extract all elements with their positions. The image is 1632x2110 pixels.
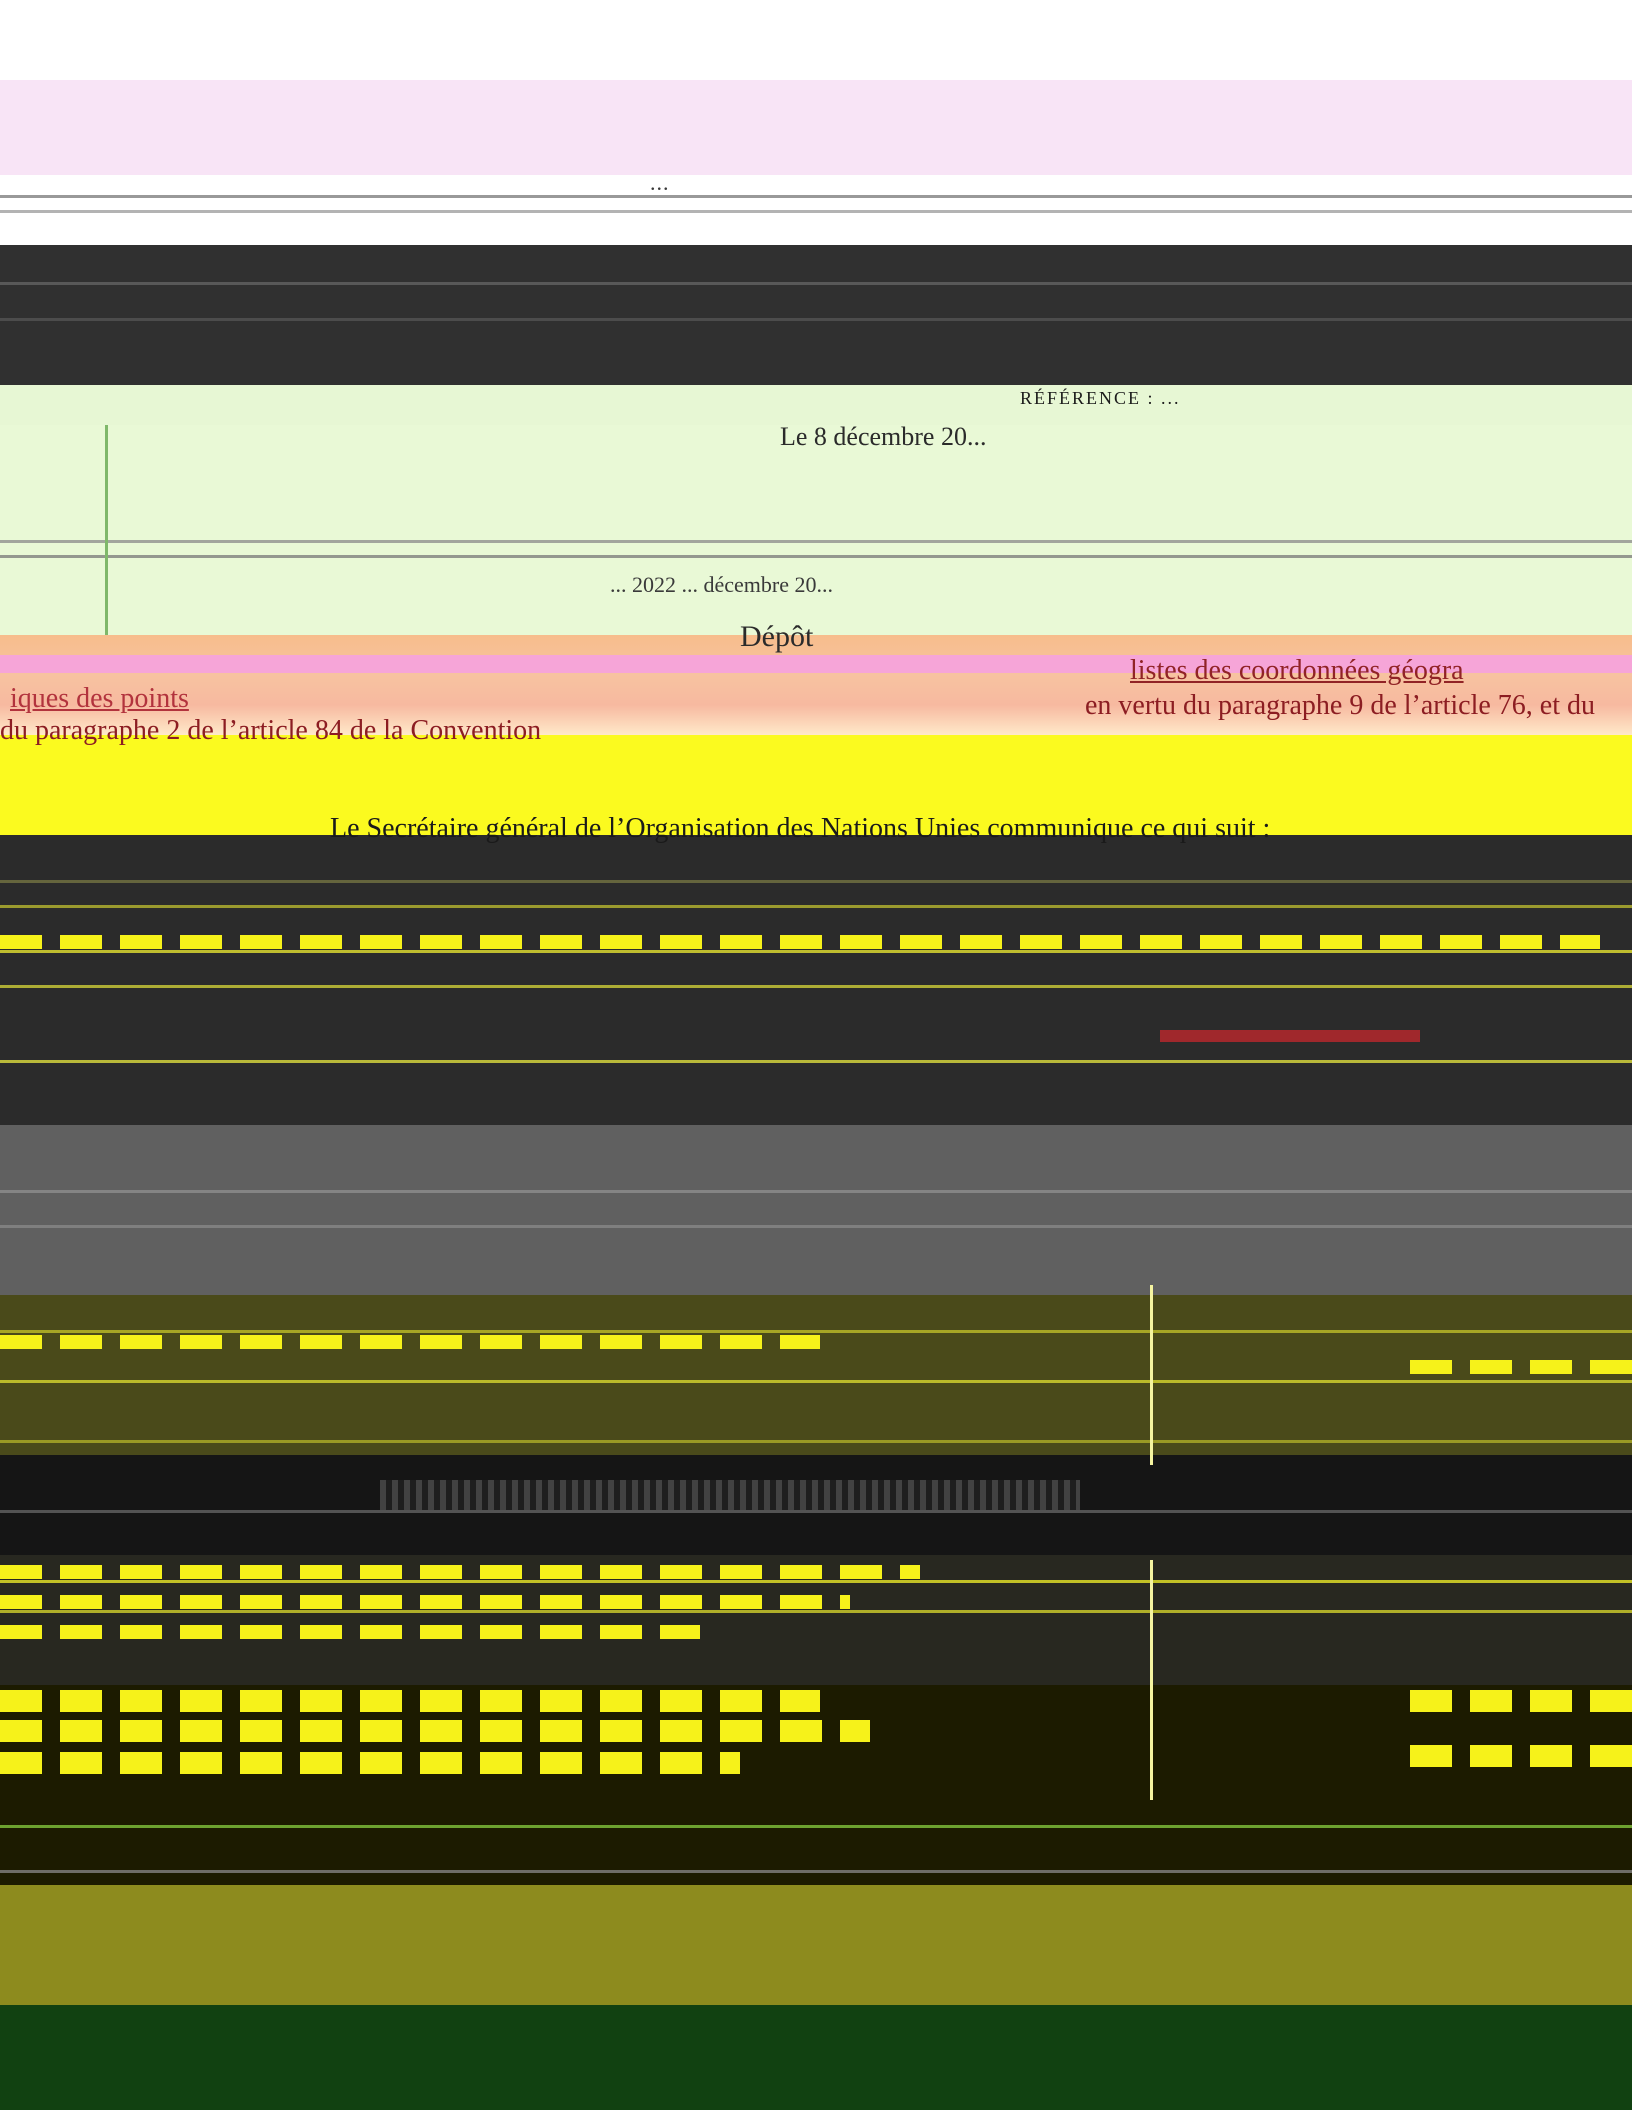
- scan-band-olive: [0, 1685, 1632, 1885]
- scan-line: [0, 1610, 1632, 1613]
- scan-line: [0, 1190, 1632, 1193]
- scan-noise: [1410, 1360, 1632, 1374]
- secretary-general-line: Le Secrétaire général de l’Organisation …: [330, 813, 1271, 844]
- scan-band-pink: [0, 80, 1632, 175]
- scan-band-gray: [0, 1125, 1632, 1295]
- scan-line: [0, 1060, 1632, 1063]
- scan-band-white: [0, 0, 1632, 80]
- scan-line: [0, 282, 1632, 285]
- scan-band-forest: [0, 2005, 1632, 2110]
- scan-noise: [0, 1335, 820, 1349]
- scan-noise: [0, 1752, 740, 1774]
- scan-band-green: [0, 425, 1632, 635]
- scan-blurred-text: [380, 1480, 1080, 1510]
- deposit-heading: Dépôt: [740, 620, 814, 653]
- scan-noise: [1410, 1690, 1632, 1712]
- document-date: Le 8 décembre 20...: [780, 422, 987, 451]
- scan-noise: [0, 1720, 870, 1742]
- scan-line: [0, 210, 1632, 213]
- document-reference: RÉFÉRENCE : ...: [1020, 388, 1181, 408]
- scan-line: [0, 880, 1632, 883]
- list-link[interactable]: listes des coordonnées géogra: [1130, 655, 1464, 686]
- scan-line: [0, 1380, 1632, 1383]
- scan-line: [0, 1330, 1632, 1333]
- scan-band-dark-2: [0, 835, 1632, 1125]
- scan-band-gray-2: [0, 1295, 1632, 1455]
- scan-band-pink-line: [0, 655, 1632, 673]
- scan-band-yellow: [0, 735, 1632, 835]
- scan-vertical-line: [1150, 1560, 1153, 1800]
- geo-link[interactable]: iques des points: [10, 683, 189, 714]
- scan-band-light-green: [0, 385, 1632, 425]
- paragraph-reference: du paragraphe 2 de l’article 84 de la Co…: [0, 715, 542, 746]
- scan-line: [0, 1225, 1632, 1228]
- scan-line: [0, 555, 1632, 558]
- scan-noise: [0, 1595, 850, 1609]
- scan-band-dark: [0, 245, 1632, 385]
- scan-line: [0, 985, 1632, 988]
- scan-noise: [1410, 1745, 1632, 1767]
- document-sub-date: ... 2022 ... décembre 20...: [610, 572, 833, 597]
- scan-noise: [0, 1690, 820, 1712]
- scan-line: [0, 1510, 1632, 1513]
- scan-line: [0, 1870, 1632, 1873]
- scan-noise: [0, 1565, 920, 1579]
- scan-band-peach: [0, 635, 1632, 735]
- scan-line: [0, 905, 1632, 908]
- scan-line: [0, 540, 1632, 543]
- scan-vertical-line: [105, 425, 108, 635]
- article-reference: en vertu du paragraphe 9 de l’article 76…: [1085, 690, 1596, 721]
- scan-line: [0, 950, 1632, 953]
- scan-line: [0, 1825, 1632, 1828]
- scan-noise: [0, 1625, 700, 1639]
- scan-vertical-line: [1150, 1285, 1153, 1465]
- scan-red-mark: [1160, 1030, 1420, 1042]
- scan-line: [0, 1440, 1632, 1443]
- scan-noise: [0, 935, 1600, 949]
- scan-line: [0, 1580, 1632, 1583]
- document-header-code: ...: [650, 170, 670, 195]
- scan-line: [0, 195, 1632, 198]
- scan-band-olive-2: [0, 1885, 1632, 2005]
- scan-line: [0, 318, 1632, 321]
